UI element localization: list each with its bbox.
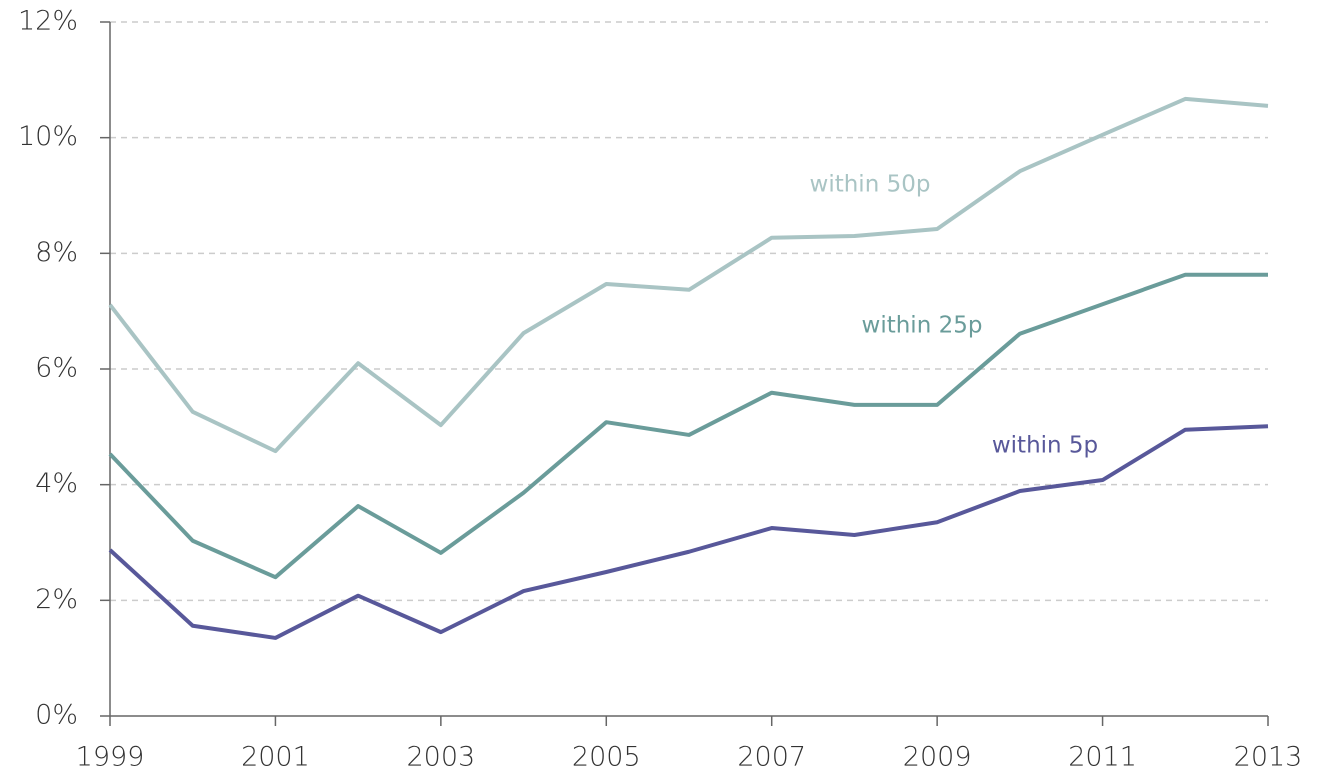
- y-tick-label: 8%: [35, 237, 78, 268]
- y-tick-label: 4%: [35, 468, 78, 499]
- x-tick-label: 2001: [241, 742, 310, 773]
- x-tick-label: 2011: [1068, 742, 1137, 773]
- x-tick-label: 2007: [737, 742, 806, 773]
- series-line: [108, 96, 1269, 454]
- x-tick-label: 2009: [903, 742, 972, 773]
- series-line: [108, 424, 1269, 640]
- x-tick-label: 1999: [76, 742, 145, 773]
- series-label: within 25p: [862, 313, 983, 339]
- x-tick-label: 2013: [1234, 742, 1303, 773]
- x-tick-label: 2005: [572, 742, 641, 773]
- y-tick-label: 10%: [18, 121, 78, 152]
- series-label: within 50p: [810, 172, 931, 198]
- y-tick-label: 6%: [35, 353, 78, 384]
- series-label: within 5p: [992, 433, 1098, 459]
- y-tick-label: 2%: [35, 584, 78, 615]
- y-tick-label: 12%: [18, 6, 78, 37]
- x-tick-label: 2003: [406, 742, 475, 773]
- series-line: [108, 272, 1268, 580]
- y-tick-label: 0%: [35, 700, 78, 731]
